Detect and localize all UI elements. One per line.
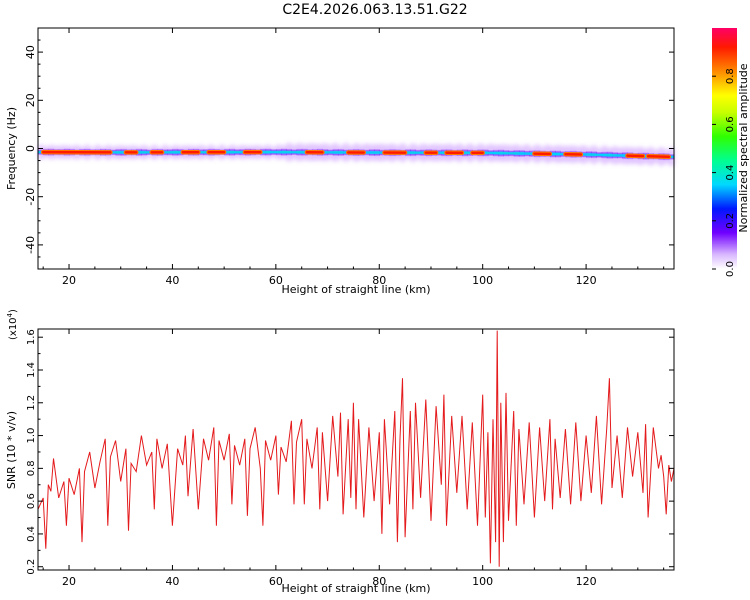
heatmap-xtick-label: 80 — [372, 274, 386, 287]
heatmap-content — [38, 143, 675, 166]
snr-scale-suffix: ) — [8, 309, 19, 313]
colorbar-tick-label: 0.2 — [725, 213, 736, 229]
heatmap-xtick-label: 20 — [62, 274, 76, 287]
heatmap-xtick-label: 100 — [472, 274, 493, 287]
heatmap-ylabel: Frequency (Hz) — [5, 107, 18, 190]
snr-ytick-label: 0.4 — [26, 526, 37, 542]
snr-xtick-label: 120 — [576, 575, 597, 588]
heatmap-ytick-label: 20 — [24, 93, 37, 107]
snr-frame — [37, 328, 675, 571]
snr-scale-prefix: (x10 — [8, 317, 19, 340]
snr-content — [37, 330, 675, 567]
colorbar-tick-label: 0.8 — [725, 68, 736, 84]
colorbar-ticks: 0.0 0.2 0.4 0.6 0.8 — [712, 68, 736, 277]
heatmap-xtick-label: 120 — [576, 274, 597, 287]
snr-ytick-label: 0.8 — [26, 460, 37, 476]
snr-ytick-label: 1.2 — [26, 395, 37, 411]
snr-ytick-label: 0.2 — [26, 559, 37, 575]
figure-title: C2E4.2026.063.13.51.G22 — [282, 2, 467, 18]
snr-xtick-label: 20 — [62, 575, 76, 588]
heatmap-xlabel: Height of straight line (km) — [281, 283, 430, 296]
snr-xtick-label: 80 — [372, 575, 386, 588]
snr-ytick-label: 1.0 — [26, 428, 37, 444]
snr-ylabel: SNR (10 * v/v) — [5, 411, 18, 489]
snr-ytick-label: 1.4 — [26, 362, 37, 378]
colorbar-tick-label: 0.0 — [725, 261, 736, 277]
svg-text:(x104): (x104) — [6, 309, 19, 340]
snr-series-line — [37, 330, 675, 567]
snr-scale-label: (x104) — [6, 309, 19, 340]
colorbar: 0.0 0.2 0.4 0.6 0.8 Normalized spectral ampl… — [712, 28, 750, 277]
snr-xtick-label: 40 — [165, 575, 179, 588]
heatmap-ytick-label: -40 — [24, 236, 37, 254]
snr-axes: 20 40 60 80 100 120 0.2 0.4 0.6 0.8 1.0 1.2 1.4 1.6 — [26, 329, 674, 588]
snr-xtick-label: 100 — [472, 575, 493, 588]
heatmap-xtick-label: 40 — [165, 274, 179, 287]
snr-scale-exponent: 4 — [6, 312, 14, 317]
colorbar-gradient — [712, 28, 737, 269]
heatmap-ytick-label: -20 — [24, 188, 37, 206]
snr-ytick-label: 1.6 — [26, 329, 37, 345]
colorbar-tick-label: 0.6 — [725, 116, 736, 132]
heatmap-ytick-label: 40 — [24, 45, 37, 59]
heatmap-axes: 20 40 60 80 100 120 -40 -20 0 20 40 — [24, 27, 674, 287]
snr-panel: 20 40 60 80 100 120 0.2 0.4 0.6 0.8 1.0 1.2 1.4 1.6 H… — [5, 309, 675, 595]
heatmap-xtick-label: 60 — [269, 274, 283, 287]
heatmap-ytick-label: 0 — [24, 145, 37, 152]
colorbar-tick-label: 0.4 — [725, 165, 736, 181]
colorbar-label: Normalized spectral amplitude — [737, 63, 750, 232]
snr-ytick-label: 0.6 — [26, 493, 37, 509]
heatmap-strong-core — [646, 155, 671, 158]
heatmap-panel: 20 40 60 80 100 120 -40 -20 0 20 40 Height of stra… — [5, 27, 675, 296]
snr-xlabel: Height of straight line (km) — [281, 582, 430, 595]
snr-xtick-label: 60 — [269, 575, 283, 588]
